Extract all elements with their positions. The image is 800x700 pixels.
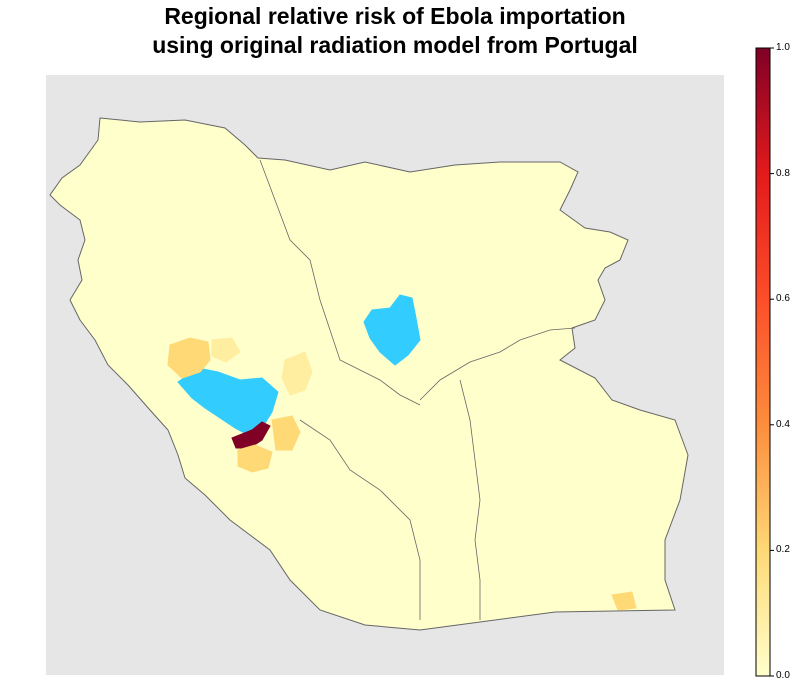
- colorbar-tick-label-3: 0.6: [776, 293, 790, 305]
- west-africa-landmass: [49, 117, 689, 631]
- medium-risk-region-1: [167, 337, 211, 379]
- national-border-2: [419, 327, 576, 401]
- medium-risk-region-2: [237, 444, 273, 473]
- colorbar-bar: [755, 47, 771, 677]
- medium-risk-region-3: [271, 415, 301, 451]
- high-risk-region: [231, 421, 271, 449]
- colorbar-tick-label-4: 0.8: [776, 167, 790, 179]
- title-line-1: Regional relative risk of Ebola importat…: [164, 3, 626, 29]
- medium-risk-region-4: [611, 591, 637, 611]
- colorbar-tick-label-1: 0.2: [776, 544, 790, 556]
- colorbar-tick-label-2: 0.4: [776, 418, 790, 430]
- colorbar-tick-label-0: 0.0: [776, 670, 790, 681]
- colorbar-tick-marks: [770, 47, 774, 677]
- colorbar-tick-label-5: 1.0: [776, 42, 790, 53]
- national-border-4: [299, 419, 421, 620]
- light-risk-region-2: [211, 337, 241, 363]
- light-risk-region-1: [281, 351, 313, 396]
- blue-inland-region: [363, 294, 421, 366]
- national-border-1: [259, 159, 421, 406]
- map-title: Regional relative risk of Ebola importat…: [0, 2, 790, 60]
- national-border-3: [459, 379, 481, 620]
- blue-coastal-region: [177, 367, 279, 437]
- title-line-2: using original radiation model from Port…: [152, 32, 638, 58]
